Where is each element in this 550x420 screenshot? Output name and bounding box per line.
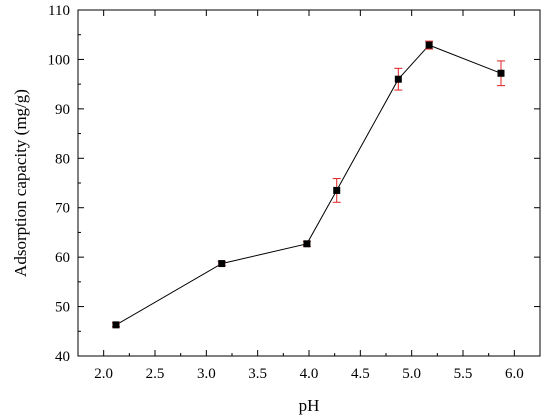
y-tick-label: 50 [55,300,70,316]
y-tick-label: 80 [55,151,70,167]
data-point [303,240,311,248]
x-tick-label: 4.0 [300,366,319,382]
y-axis: 40 50 60 70 80 90 100 110 [48,3,540,365]
y-tick-label: 110 [48,3,70,19]
x-axis-title: pH [299,396,320,415]
x-tick-label: 3.0 [197,366,216,382]
data-point [497,69,505,77]
data-point [333,186,341,194]
x-tick-label: 2.0 [94,366,113,382]
x-tick-label: 2.5 [146,366,165,382]
x-tick-label: 6.0 [505,366,524,382]
x-axis: 2.0 2.5 3.0 3.5 4.0 4.5 5.0 5.5 6.0 [94,10,524,382]
y-tick-label: 70 [55,201,70,217]
y-tick-label: 60 [55,250,70,266]
data-point [112,321,120,329]
y-tick-label: 40 [55,349,70,365]
x-tick-label: 5.5 [454,366,473,382]
y-tick-label: 100 [48,52,71,68]
data-point [394,75,402,83]
data-series [111,40,505,329]
data-point [218,260,226,268]
x-tick-label: 3.5 [248,366,267,382]
y-tick-label: 90 [55,102,70,118]
x-tick-label: 4.5 [351,366,370,382]
x-tick-label: 5.0 [402,366,421,382]
data-point [425,41,433,49]
y-axis-title: Adsorption capacity (mg/g) [11,89,30,277]
series-line [115,44,502,326]
